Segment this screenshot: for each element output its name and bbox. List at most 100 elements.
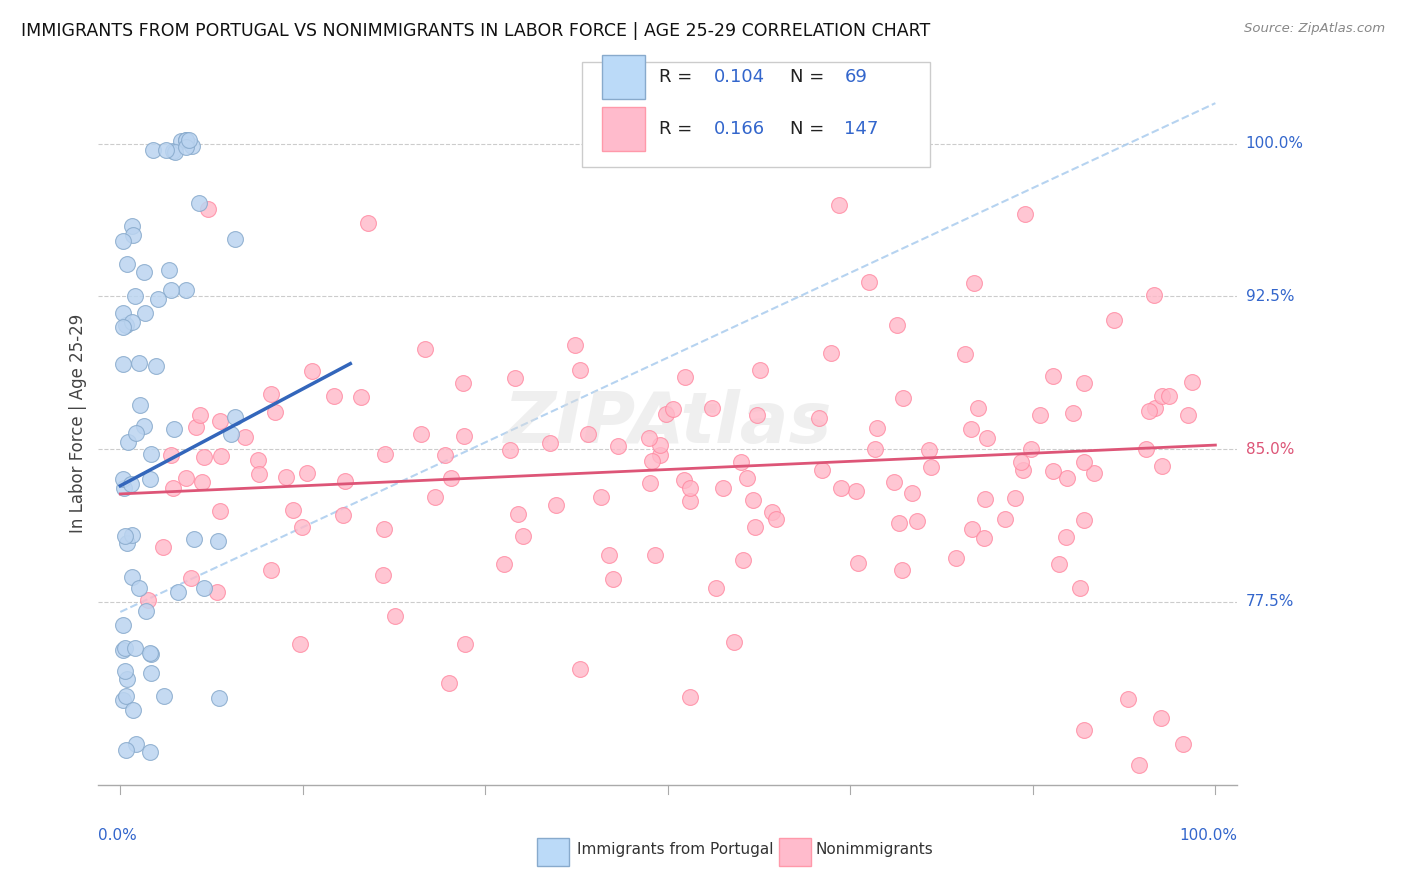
Point [301, 363, 323, 377]
Text: 77.5%: 77.5% [1246, 594, 1294, 609]
Point [905, 514, 928, 528]
Point [1056, 471, 1078, 485]
Point [765, 512, 787, 526]
Point [966, 401, 988, 415]
Point [176, 139, 198, 153]
Point [602, 572, 624, 586]
Point [1157, 389, 1180, 403]
Point [384, 608, 406, 623]
Point [679, 494, 702, 508]
Point [193, 582, 215, 596]
Point [569, 662, 592, 676]
Point [139, 666, 162, 681]
Y-axis label: In Labor Force | Age 25-29: In Labor Force | Age 25-29 [69, 314, 87, 533]
Point [333, 474, 356, 488]
Point [1047, 557, 1070, 571]
Point [136, 592, 159, 607]
Point [115, 690, 138, 704]
Point [288, 637, 311, 651]
Point [1073, 723, 1095, 737]
Point [920, 459, 942, 474]
Point [114, 529, 136, 543]
Point [374, 447, 396, 461]
Point [124, 288, 146, 302]
Point [453, 429, 475, 443]
Point [499, 443, 522, 458]
Point [713, 481, 735, 495]
Point [322, 389, 344, 403]
Point [177, 133, 200, 147]
Point [176, 283, 198, 297]
Point [1062, 406, 1084, 420]
Point [180, 571, 202, 585]
Point [650, 448, 672, 462]
Point [162, 422, 184, 436]
Point [111, 357, 134, 371]
Point [846, 556, 869, 570]
Point [1073, 512, 1095, 526]
Point [260, 563, 283, 577]
Point [112, 481, 135, 495]
Point [121, 227, 143, 242]
Point [945, 551, 967, 566]
Point [125, 738, 148, 752]
Point [863, 442, 886, 457]
Point [114, 665, 136, 679]
Point [650, 438, 672, 452]
Point [704, 582, 727, 596]
Point [163, 145, 186, 159]
Point [142, 144, 165, 158]
Text: 100.0%: 100.0% [1246, 136, 1303, 152]
Point [409, 427, 432, 442]
Point [219, 427, 242, 442]
Point [1180, 376, 1202, 390]
Point [748, 362, 770, 376]
Point [207, 533, 229, 548]
Point [607, 439, 630, 453]
Point [283, 503, 305, 517]
Point [576, 426, 599, 441]
Point [208, 691, 231, 706]
Point [1012, 463, 1035, 477]
Point [1014, 207, 1036, 221]
Point [901, 486, 924, 500]
Point [247, 452, 270, 467]
Point [808, 411, 831, 425]
Point [960, 522, 983, 536]
Point [1029, 408, 1052, 422]
Point [139, 648, 162, 662]
Point [356, 216, 378, 230]
Point [1042, 464, 1064, 478]
Point [128, 356, 150, 370]
FancyBboxPatch shape [602, 107, 645, 151]
Point [589, 491, 612, 505]
Point [350, 390, 373, 404]
Point [181, 139, 204, 153]
Point [264, 405, 287, 419]
Point [890, 563, 912, 577]
Point [184, 420, 207, 434]
Text: 85.0%: 85.0% [1246, 442, 1294, 457]
Text: IMMIGRANTS FROM PORTUGAL VS NONIMMIGRANTS IN LABOR FORCE | AGE 25-29 CORRELATION: IMMIGRANTS FROM PORTUGAL VS NONIMMIGRANT… [21, 22, 931, 40]
Point [1128, 757, 1150, 772]
Point [117, 257, 139, 271]
Point [114, 640, 136, 655]
Point [209, 449, 232, 463]
Point [508, 508, 530, 522]
Point [1150, 389, 1173, 403]
Point [274, 470, 297, 484]
Point [423, 490, 446, 504]
Point [128, 581, 150, 595]
Point [828, 198, 851, 212]
Point [224, 410, 246, 425]
Point [188, 195, 211, 210]
FancyBboxPatch shape [602, 55, 645, 99]
Text: N =: N = [790, 68, 830, 86]
Point [672, 473, 695, 487]
Point [644, 549, 666, 563]
Point [845, 483, 868, 498]
Point [433, 448, 456, 462]
Text: 0.0%: 0.0% [98, 829, 138, 843]
Text: 147: 147 [845, 120, 879, 138]
Point [209, 414, 232, 428]
